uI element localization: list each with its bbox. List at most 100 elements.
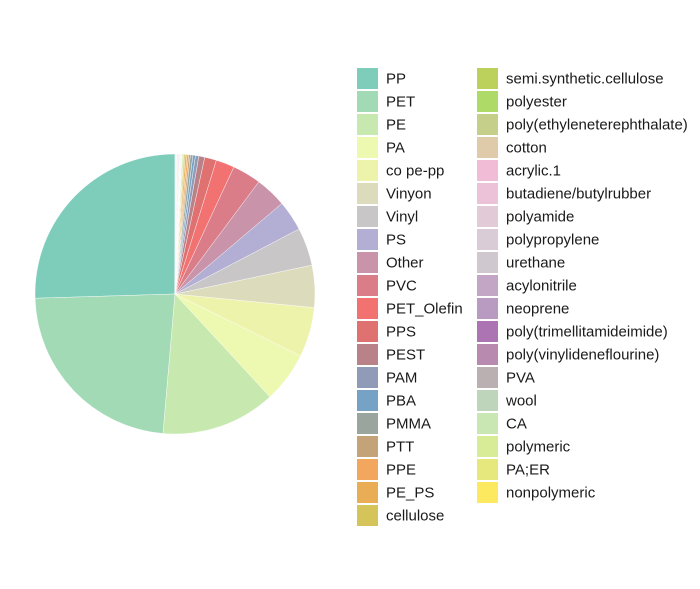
legend-key (477, 482, 498, 503)
legend-item: wool (477, 390, 537, 411)
legend-key (477, 252, 498, 273)
legend-key (477, 229, 498, 250)
legend-item: PEST (357, 344, 425, 365)
legend-key (357, 252, 378, 273)
legend-key (357, 229, 378, 250)
legend-key (477, 114, 498, 135)
legend-item: acylonitrile (477, 275, 577, 296)
pie-slice-2 (162, 293, 271, 435)
legend-item: PMMA (357, 413, 431, 434)
legend-key (357, 206, 378, 227)
legend-label: PS (386, 232, 406, 249)
legend-key (477, 298, 498, 319)
legend-label: PBA (386, 393, 416, 410)
legend-key (357, 91, 378, 112)
legend-key (357, 390, 378, 411)
legend-label: poly(trimellitamideimide) (506, 324, 668, 341)
legend-label: acylonitrile (506, 278, 577, 295)
legend-key (477, 413, 498, 434)
legend-label: PTT (386, 439, 414, 456)
legend-item: Vinyon (357, 183, 432, 204)
legend-item: Other (357, 252, 424, 273)
legend-item: polymeric (477, 436, 571, 457)
legend-item: PET_Olefin (357, 298, 463, 319)
legend-label: PET_Olefin (386, 301, 463, 318)
legend-key (477, 436, 498, 457)
legend-label: PAM (386, 370, 417, 387)
legend-item: polyamide (477, 206, 574, 227)
legend-item: poly(trimellitamideimide) (477, 321, 668, 342)
legend-label: PET (386, 94, 415, 111)
legend-key (357, 505, 378, 526)
legend-key (357, 459, 378, 480)
legend-label: PP (386, 71, 406, 88)
legend-item: urethane (477, 252, 565, 273)
legend-item: PTT (357, 436, 414, 457)
legend-label: acrylic.1 (506, 163, 561, 180)
legend-item: butadiene/butylrubber (477, 183, 651, 204)
legend-item: PVC (357, 275, 417, 296)
legend-key (357, 298, 378, 319)
legend-item: PA;ER (477, 459, 550, 480)
legend-key (477, 183, 498, 204)
legend-item: CA (477, 413, 527, 434)
legend-item: PE (357, 114, 406, 135)
legend-item: PET (357, 91, 415, 112)
legend-key (357, 413, 378, 434)
legend-key (357, 482, 378, 503)
legend-label: CA (506, 416, 527, 433)
legend-item: poly(vinylideneflourine) (477, 344, 659, 365)
legend-item: acrylic.1 (477, 160, 561, 181)
legend-item: PS (357, 229, 406, 250)
legend-label: PE (386, 117, 406, 134)
legend-label: PMMA (386, 416, 431, 433)
legend-item: PBA (357, 390, 416, 411)
legend-item: cellulose (357, 505, 444, 526)
legend-label: Other (386, 255, 424, 272)
legend-item: PPS (357, 321, 416, 342)
legend-item: nonpolymeric (477, 482, 596, 503)
legend-label: co pe-pp (386, 163, 444, 180)
legend-key (357, 160, 378, 181)
legend-item: neoprene (477, 298, 569, 319)
legend-key (477, 367, 498, 388)
legend-key (477, 206, 498, 227)
legend-label: PPE (386, 462, 416, 479)
legend-item: PP (357, 68, 406, 89)
legend-label: polypropylene (506, 232, 599, 249)
legend-key (477, 137, 498, 158)
legend-item: polypropylene (477, 229, 599, 250)
legend-key (477, 91, 498, 112)
legend-label: Vinyon (386, 186, 432, 203)
legend-item: Vinyl (357, 206, 418, 227)
legend-label: semi.synthetic.cellulose (506, 71, 664, 88)
legend-label: butadiene/butylrubber (506, 186, 651, 203)
legend-label: urethane (506, 255, 565, 272)
legend-key (357, 68, 378, 89)
legend-label: polyamide (506, 209, 574, 226)
legend-key (357, 344, 378, 365)
legend-item: poly(ethyleneterephthalate) (477, 114, 688, 135)
legend-key (477, 160, 498, 181)
legend-label: PEST (386, 347, 425, 364)
legend-item: PVA (477, 367, 535, 388)
legend-item: PE_PS (357, 482, 434, 503)
legend-label: PE_PS (386, 485, 434, 502)
legend-key (357, 114, 378, 135)
legend-key (477, 459, 498, 480)
legend-key (477, 68, 498, 89)
legend-label: poly(vinylideneflourine) (506, 347, 659, 364)
legend-label: PA (386, 140, 405, 157)
legend-item: PA (357, 137, 405, 158)
legend-item: cotton (477, 137, 547, 158)
legend-item: polyester (477, 91, 567, 112)
legend-key (477, 344, 498, 365)
legend-key (357, 436, 378, 457)
legend-key (357, 137, 378, 158)
legend-label: Vinyl (386, 209, 418, 226)
legend-label: neoprene (506, 301, 569, 318)
legend-key (477, 321, 498, 342)
legend-key (357, 183, 378, 204)
legend-label: polyester (506, 94, 567, 111)
